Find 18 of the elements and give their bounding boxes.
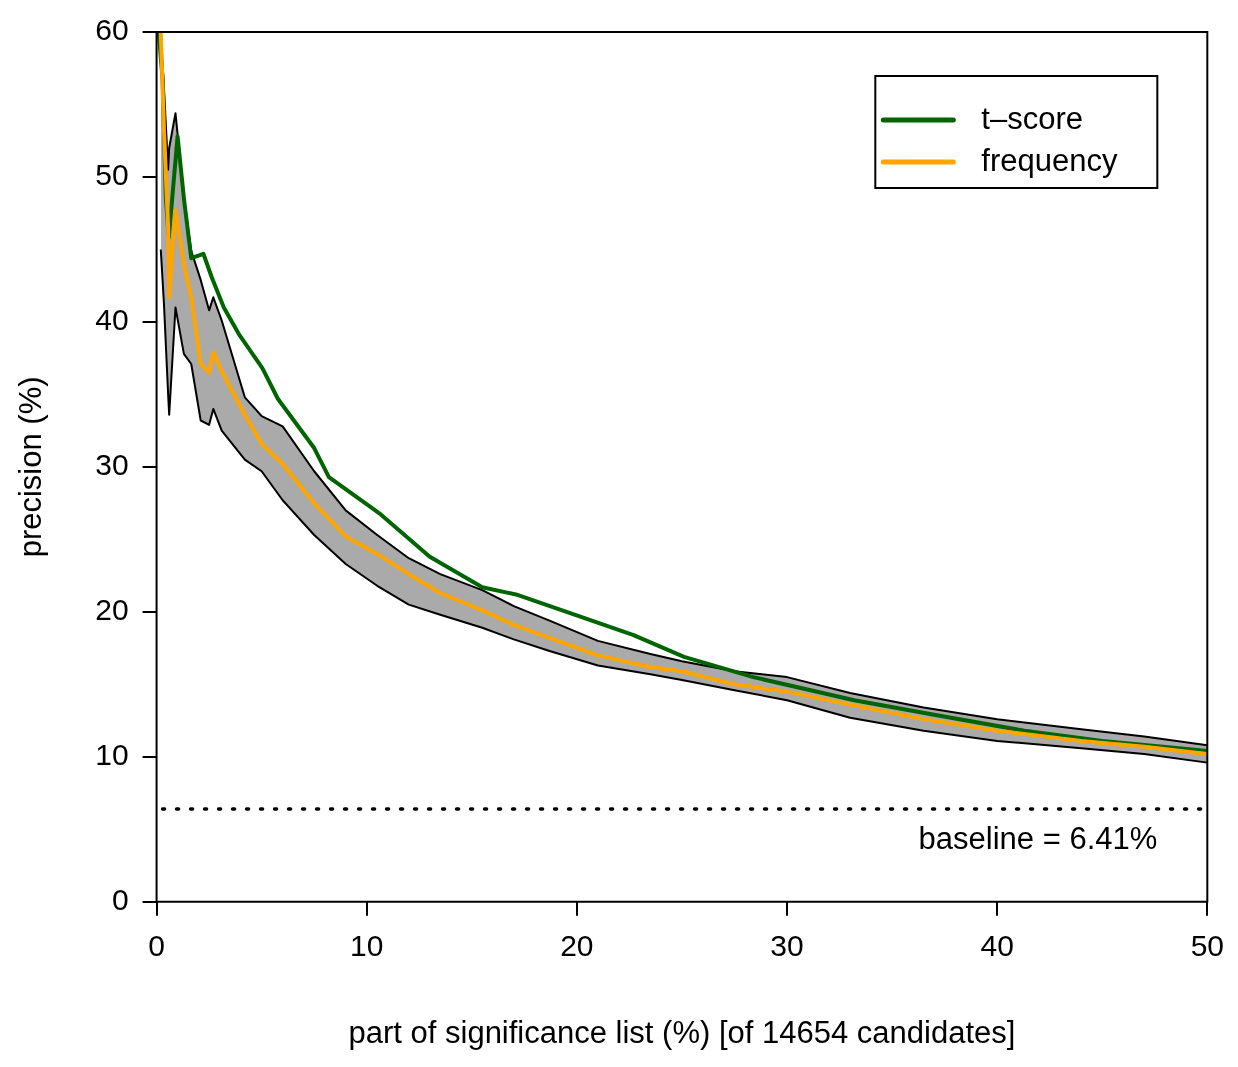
y-tick-label: 20	[95, 593, 129, 627]
x-tick-label: 10	[350, 929, 384, 963]
ref-line-label: baseline = 6.41%	[918, 821, 1158, 857]
x-tick-label: 40	[980, 929, 1014, 963]
y-tick-label: 60	[95, 13, 129, 47]
legend-label: t–score	[981, 100, 1083, 136]
y-tick-label: 40	[95, 303, 129, 337]
x-tick-label: 20	[560, 929, 594, 963]
y-tick-label: 0	[111, 883, 129, 917]
x-tick-label: 30	[770, 929, 804, 963]
y-axis-title: precision (%)	[13, 376, 49, 558]
y-tick-label: 50	[95, 158, 129, 192]
y-tick-label: 10	[95, 738, 129, 772]
x-tick-label: 0	[148, 929, 165, 963]
x-tick-label: 50	[1190, 929, 1224, 963]
legend-label: frequency	[981, 142, 1118, 178]
x-axis-title: part of significance list (%) [of 14654 candidates]	[348, 1014, 1016, 1050]
y-tick-label: 30	[95, 448, 129, 482]
